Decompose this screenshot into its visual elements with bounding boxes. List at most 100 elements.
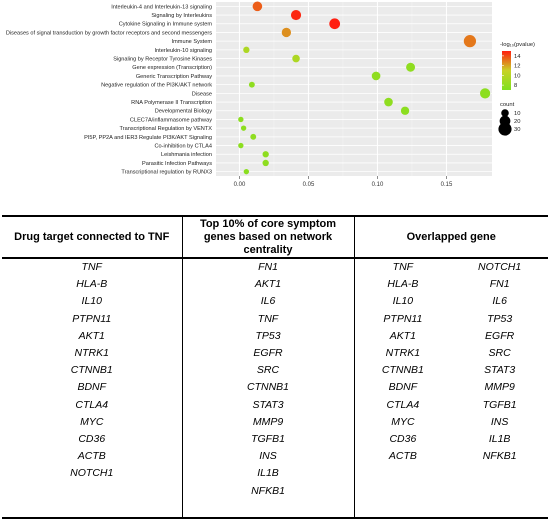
overlapped-gene-cell: MYC INS xyxy=(353,413,548,431)
colorbar-tick-label: 10 xyxy=(514,73,520,79)
table-row: AKT1 TP53 AKT1 EGFR xyxy=(2,327,548,345)
category-label: Signaling by Receptor Tyrosine Kinases xyxy=(113,56,212,62)
size-legend-label: 30 xyxy=(514,127,520,133)
core-gene-cell: SRC xyxy=(181,362,354,380)
core-gene-cell xyxy=(181,499,354,519)
drug-target-cell: IL10 xyxy=(81,295,102,308)
data-point xyxy=(238,142,244,149)
category-label: Disease xyxy=(192,91,212,97)
overlapped-gene-cell xyxy=(353,465,548,483)
overlapped-gene-a: TNF xyxy=(392,261,414,274)
drug-target-cell: NOTCH1 xyxy=(70,467,114,480)
size-legend-label: 20 xyxy=(514,119,520,125)
data-point xyxy=(262,159,269,167)
data-point xyxy=(243,46,250,54)
core-gene-cell: TP53 xyxy=(181,327,354,345)
core-gene-cell: STAT3 xyxy=(181,396,354,414)
overlapped-gene-cell: NTRK1 SRC xyxy=(353,344,548,363)
overlapped-gene-cell xyxy=(353,499,548,519)
core-gene-cell: INS xyxy=(181,448,354,466)
x-tick-label: 0.05 xyxy=(303,182,315,188)
overlapped-gene-b: IL6 xyxy=(492,295,507,308)
core-gene-cell: IL1B xyxy=(181,465,354,483)
data-point xyxy=(292,54,300,63)
overlapped-gene-b: INS xyxy=(490,415,509,428)
overlapped-gene-b: NFKB1 xyxy=(482,450,517,463)
core-gene-cell: NFKB1 xyxy=(181,482,354,500)
table-row: ACTB INS ACTB NFKB1 xyxy=(2,448,548,466)
colorbar-tick-label: 14 xyxy=(514,54,521,60)
data-point xyxy=(371,71,381,81)
overlapped-gene-cell: HLA-B FN1 xyxy=(353,276,548,294)
colorbar xyxy=(502,51,511,90)
table-row: MYC MMP9 MYC INS xyxy=(2,413,548,431)
drug-target-cell: ACTB xyxy=(77,450,106,463)
category-label: Transcriptional regulation by RUNX3 xyxy=(121,170,212,176)
core-gene-cell: AKT1 xyxy=(181,276,354,294)
category-label: Cytokine Signaling in Immune system xyxy=(119,22,213,28)
overlapped-gene-a: HLA-B xyxy=(387,278,419,291)
x-tick-label: 0.15 xyxy=(441,182,453,188)
overlapped-gene-a: MYC xyxy=(391,415,415,428)
x-tick-label: 0.10 xyxy=(372,182,384,188)
category-label: Co-inhibition by CTLA4 xyxy=(154,143,212,149)
core-gene-cell: EGFR xyxy=(181,344,354,363)
overlapped-gene-cell: CTNNB1 STAT3 xyxy=(353,362,548,380)
enrichment-dot-plot: Interleukin-4 and Interleukin-13 signali… xyxy=(6,1,535,188)
data-point xyxy=(406,62,416,72)
table-row: PTPN11 TNF PTPN11 TP53 xyxy=(2,310,548,328)
drug-target-cell: TNF xyxy=(81,261,102,274)
color-legend-title: -log₁₀(pvalue) xyxy=(500,42,535,48)
table-header-row: Drug target connected to TNF Top 10% of … xyxy=(2,215,548,259)
header-overlapped-gene: Overlapped gene xyxy=(353,215,548,259)
data-point xyxy=(384,97,393,107)
overlapped-gene-a: AKT1 xyxy=(389,329,416,342)
overlapped-gene-cell: CTLA4 TGFB1 xyxy=(353,396,548,414)
category-label: Generic Transcription Pathway xyxy=(136,74,212,80)
overlapped-gene-a: IL10 xyxy=(392,295,414,308)
overlapped-gene-cell: IL10 IL6 xyxy=(353,293,548,311)
table-row: BDNF CTNNB1 BDNF MMP9 xyxy=(2,379,548,397)
category-label: Signaling by Interleukins xyxy=(151,13,212,19)
table-row: IL10 IL6 IL10 IL6 xyxy=(2,293,548,311)
table-row: TNF FN1 TNF NOTCH1 xyxy=(2,258,548,277)
category-label: Interleukin-4 and Interleukin-13 signali… xyxy=(111,4,212,10)
overlapped-gene-cell xyxy=(353,482,548,500)
data-point xyxy=(243,168,250,175)
data-point xyxy=(248,81,255,88)
category-label: PI5P, PP2A and IER3 Regulate PI3K/AKT Si… xyxy=(84,135,212,141)
table-row: NFKB1 xyxy=(2,482,548,500)
drug-target-cell: CTNNB1 xyxy=(70,364,113,377)
core-gene-cell: IL6 xyxy=(181,293,354,311)
overlapped-gene-a: CD36 xyxy=(389,432,417,445)
overlapped-gene-a: ACTB xyxy=(388,450,417,463)
overlapped-gene-b: STAT3 xyxy=(484,364,516,377)
overlapped-gene-a: CTNNB1 xyxy=(381,364,424,377)
data-point xyxy=(329,18,341,30)
data-point xyxy=(238,116,244,123)
gene-table: Drug target connected to TNF Top 10% of … xyxy=(2,215,548,519)
category-label: Gene expression (Transcription) xyxy=(132,65,212,71)
drug-target-cell: AKT1 xyxy=(78,329,105,342)
colorbar-tick-label: 12 xyxy=(514,64,520,70)
overlapped-gene-cell: BDNF MMP9 xyxy=(353,379,548,397)
category-label: Diseases of signal transduction by growt… xyxy=(6,30,212,36)
overlapped-gene-b: FN1 xyxy=(489,278,510,291)
size-legend-title: count xyxy=(500,102,515,108)
overlapped-gene-cell: ACTB NFKB1 xyxy=(353,448,548,466)
overlapped-gene-cell: AKT1 EGFR xyxy=(353,327,548,345)
overlapped-gene-b: IL1B xyxy=(488,432,511,445)
drug-target-cell: BDNF xyxy=(77,381,107,394)
category-label: Parasitic Infection Pathways xyxy=(142,161,212,167)
header-drug-target: Drug target connected to TNF xyxy=(2,215,182,259)
overlapped-gene-cell: CD36 IL1B xyxy=(353,430,548,449)
size-legend-label: 10 xyxy=(514,111,520,117)
x-tick-label: 0.00 xyxy=(234,182,246,188)
data-point xyxy=(463,35,477,48)
data-point xyxy=(250,133,257,140)
table-row: CTNNB1 SRC CTNNB1 STAT3 xyxy=(2,362,548,380)
drug-target-cell xyxy=(2,482,182,499)
overlapped-gene-a: NTRK1 xyxy=(385,347,421,360)
core-gene-cell: FN1 xyxy=(181,258,354,277)
drug-target-cell: HLA-B xyxy=(76,278,108,291)
